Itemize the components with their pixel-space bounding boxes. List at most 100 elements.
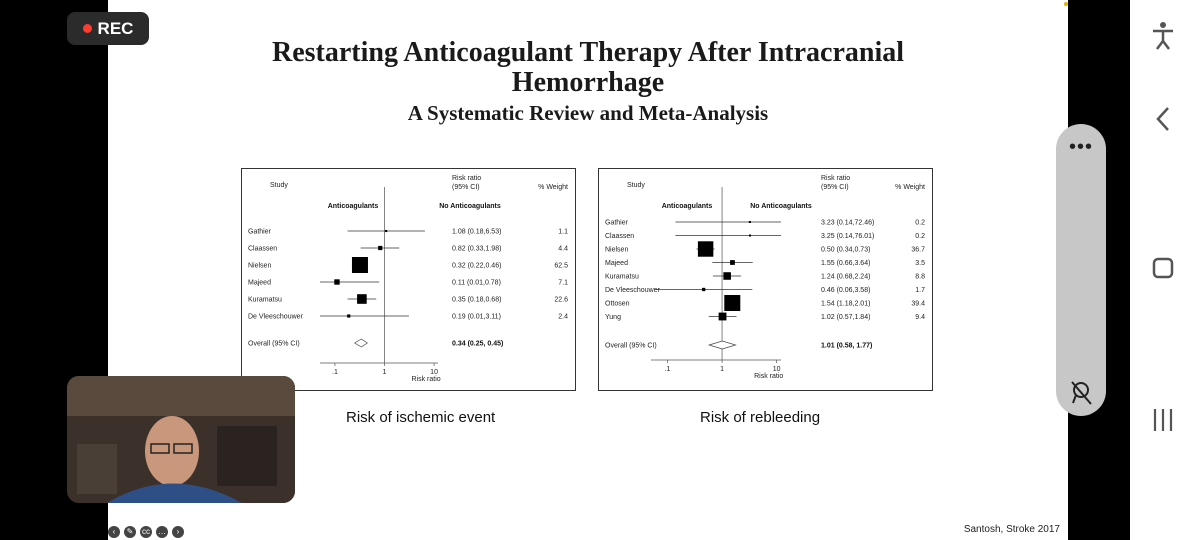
more-icon[interactable]: … bbox=[156, 526, 168, 538]
study-point-estimate bbox=[347, 314, 351, 318]
study-ci-text: 1.55 (0.66,3.64) bbox=[821, 260, 870, 267]
header-weight: % Weight bbox=[538, 184, 568, 191]
header-risk-ratio: Risk ratio bbox=[452, 175, 481, 182]
caption-ischemic: Risk of ischemic event bbox=[346, 409, 496, 426]
overall-label: Overall (95% CI) bbox=[248, 341, 300, 348]
floating-toolbar[interactable]: ••• bbox=[1056, 124, 1106, 416]
study-name: Kuramatsu bbox=[248, 297, 282, 304]
back-chevron-icon[interactable] bbox=[1150, 104, 1176, 141]
x-tick-label: .1 bbox=[665, 366, 671, 373]
slide-subtitle: A Systematic Review and Meta-Analysis bbox=[407, 101, 769, 125]
slide-title: Restarting Anticoagulant Therapy After I… bbox=[271, 37, 905, 98]
study-ci-text: 0.32 (0.22,0.46) bbox=[452, 263, 501, 270]
header-study: Study bbox=[627, 182, 645, 189]
study-point-estimate bbox=[723, 272, 731, 280]
study-name: Gathier bbox=[248, 229, 272, 236]
study-point-estimate bbox=[357, 294, 367, 304]
x-tick-label: .1 bbox=[332, 369, 338, 376]
study-name: Ottosen bbox=[605, 301, 630, 308]
record-dot-icon bbox=[82, 24, 92, 33]
x-tick-label: 10 bbox=[773, 366, 781, 373]
header-ci: (95% CI) bbox=[452, 184, 480, 191]
more-dots-icon[interactable]: ••• bbox=[1068, 136, 1093, 158]
study-point-estimate bbox=[697, 241, 714, 257]
study-weight: 7.1 bbox=[558, 280, 568, 287]
pen-icon[interactable]: ✎ bbox=[124, 526, 136, 538]
forest-plot-svg: Study Risk ratio (95% CI) % Weight Anticoagu… bbox=[248, 175, 568, 383]
study-weight: 1.1 bbox=[558, 229, 568, 236]
header-study: Study bbox=[270, 182, 288, 189]
study-weight: 0.2 bbox=[915, 220, 925, 227]
presentation-slide: Restarting Anticoagulant Therapy After I… bbox=[108, 0, 1068, 540]
overall-ci-text: 1.01 (0.58, 1.77) bbox=[821, 343, 872, 350]
x-tick-label: 10 bbox=[430, 369, 438, 376]
overall-diamond bbox=[707, 340, 737, 350]
x-tick-label: 1 bbox=[383, 369, 387, 376]
overall-diamond bbox=[353, 338, 368, 348]
study-name: De Vleeschouwer bbox=[605, 287, 661, 294]
overall-label: Overall (95% CI) bbox=[605, 343, 657, 350]
caption-rebleeding: Risk of rebleeding bbox=[700, 409, 821, 426]
favours-no-anticoagulants-label: No Anticoagulants bbox=[439, 203, 501, 210]
webcam-feed bbox=[67, 376, 295, 503]
captions-icon[interactable]: cc bbox=[140, 526, 152, 538]
rec-label: REC bbox=[97, 18, 134, 38]
header-risk-ratio: Risk ratio bbox=[821, 175, 850, 182]
study-point-estimate bbox=[378, 245, 383, 251]
study-name: Majeed bbox=[605, 260, 628, 267]
study-point-estimate bbox=[730, 260, 735, 265]
study-weight: 2.4 bbox=[558, 314, 568, 321]
study-point-estimate bbox=[334, 279, 340, 285]
pin-off-icon[interactable] bbox=[1069, 380, 1093, 406]
x-axis-label: Risk ratio bbox=[754, 373, 783, 380]
study-ci-text: 0.35 (0.18,0.68) bbox=[452, 297, 501, 304]
study-name: De Vleeschouwer bbox=[248, 314, 304, 321]
android-nav-sidebar bbox=[1130, 0, 1200, 540]
study-point-estimate bbox=[718, 312, 727, 321]
study-weight: 1.7 bbox=[915, 287, 925, 294]
study-weight: 3.5 bbox=[915, 260, 925, 267]
citation: Santosh, Stroke 2017 bbox=[963, 524, 1060, 535]
webcam-video[interactable] bbox=[67, 376, 295, 503]
study-name: Yung bbox=[605, 314, 621, 321]
study-point-estimate bbox=[724, 295, 741, 311]
study-ci-text: 3.25 (0.14,76.01) bbox=[821, 233, 874, 240]
overall-ci-text: 0.34 (0.25, 0.45) bbox=[452, 341, 503, 348]
header-ci: (95% CI) bbox=[821, 184, 849, 191]
recents-icon[interactable] bbox=[1150, 404, 1176, 441]
forest-plot-svg: Study Risk ratio (95% CI) % Weight Anticoagu… bbox=[605, 175, 925, 380]
recording-indicator[interactable]: REC bbox=[67, 12, 149, 45]
study-ci-text: 1.54 (1.18,2.01) bbox=[821, 301, 870, 308]
header-weight: % Weight bbox=[895, 184, 925, 191]
x-axis-label: Risk ratio bbox=[411, 376, 440, 383]
study-ci-text: 1.08 (0.18,6.53) bbox=[452, 229, 501, 236]
study-point-estimate bbox=[749, 234, 752, 237]
study-weight: 9.4 bbox=[915, 314, 925, 321]
study-ci-text: 0.82 (0.33,1.98) bbox=[452, 246, 501, 253]
study-point-estimate bbox=[351, 257, 368, 273]
study-point-estimate bbox=[748, 221, 751, 223]
forward-arrow-icon[interactable]: › bbox=[172, 526, 184, 538]
study-weight: 8.8 bbox=[915, 274, 925, 281]
study-weight: 4.4 bbox=[558, 246, 568, 253]
study-ci-text: 0.50 (0.34,0.73) bbox=[821, 247, 870, 254]
forest-plot-rebleeding: Study Risk ratio (95% CI) % Weight Anticoagu… bbox=[598, 168, 933, 391]
forest-plot-ischemic: Study Risk ratio (95% CI) % Weight Anticoagu… bbox=[241, 168, 576, 391]
home-square-icon[interactable] bbox=[1150, 254, 1176, 291]
study-name: Nielsen bbox=[248, 263, 271, 270]
x-tick-label: 1 bbox=[720, 366, 724, 373]
study-weight: 39.4 bbox=[911, 301, 925, 308]
study-name: Claassen bbox=[605, 233, 634, 240]
study-ci-text: 0.19 (0.01,3.11) bbox=[452, 314, 501, 321]
study-ci-text: 0.11 (0.01,0.78) bbox=[452, 280, 501, 287]
favours-no-anticoagulants-label: No Anticoagulants bbox=[750, 203, 812, 210]
study-weight: 36.7 bbox=[911, 247, 925, 254]
study-ci-text: 1.24 (0.68,2.24) bbox=[821, 274, 870, 281]
study-ci-text: 3.23 (0.14,72.46) bbox=[821, 220, 874, 227]
back-arrow-icon[interactable]: ‹ bbox=[108, 526, 120, 538]
accessibility-icon[interactable] bbox=[1150, 20, 1176, 57]
study-name: Nielsen bbox=[605, 247, 628, 254]
favours-anticoagulants-label: Anticoagulants bbox=[662, 203, 713, 210]
study-weight: 22.6 bbox=[554, 297, 568, 304]
study-weight: 62.5 bbox=[554, 263, 568, 270]
